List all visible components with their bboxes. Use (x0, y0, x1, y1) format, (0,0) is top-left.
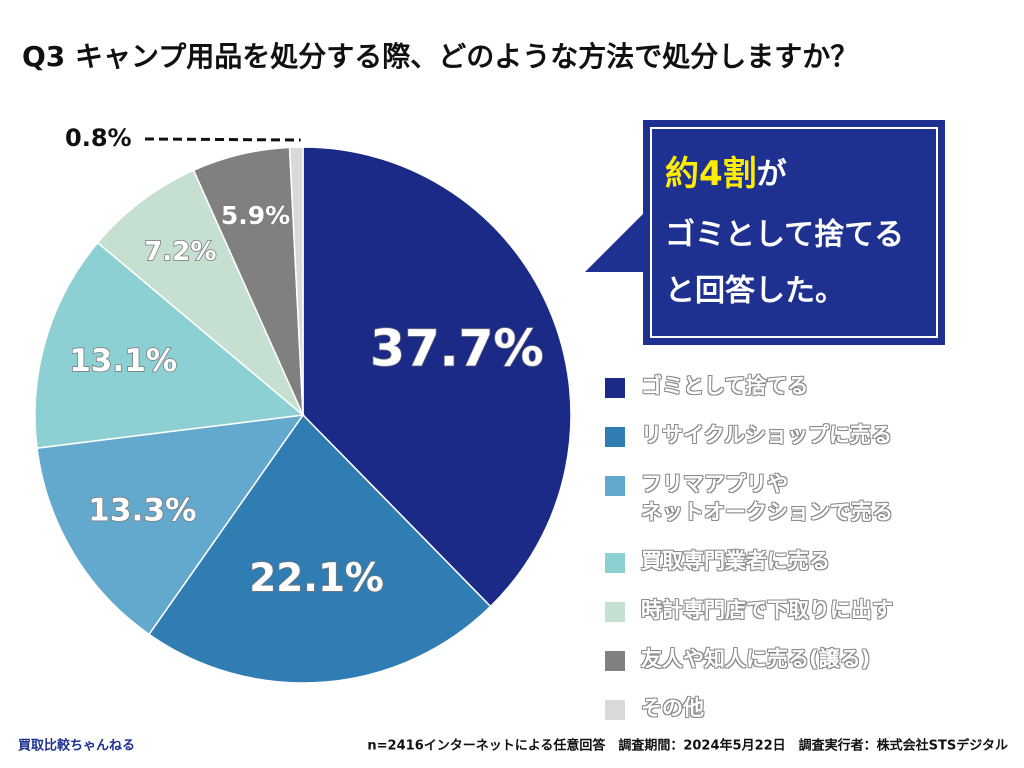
legend-swatch (605, 651, 625, 671)
pie-slice (147, 413, 492, 684)
legend-label: その他 (641, 696, 704, 720)
legend-item: フリマアプリや ネットオークションで売る (605, 470, 1005, 526)
legend-item: リサイクルショップに売る (605, 421, 1005, 449)
legend-swatch (605, 378, 625, 398)
pie-slice (34, 241, 305, 449)
legend-swatch (605, 553, 625, 573)
legend-label: リサイクルショップに売る (641, 423, 892, 447)
pie-slice (36, 414, 305, 636)
legend-item: その他 (605, 694, 1005, 722)
legend: ゴミとして捨てるリサイクルショップに売るフリマアプリや ネットオークションで売る… (605, 372, 1005, 743)
pie-slice (96, 169, 304, 416)
legend-label: 時計専門店で下取りに出す (641, 598, 893, 622)
data-label: 5.9% (221, 201, 290, 230)
callout-border (650, 127, 938, 338)
data-label: 13.1% (69, 343, 177, 379)
callout-line: 約4割が (665, 154, 787, 194)
callout-text: が (757, 157, 787, 192)
callout-line: ゴミとして捨てる (665, 218, 904, 253)
legend-label: 買取専門業者に売る (641, 549, 830, 573)
legend-item: 買取専門業者に売る (605, 547, 1005, 575)
legend-label: フリマアプリや ネットオークションで売る (641, 472, 893, 524)
callout-pointer (585, 212, 645, 272)
callout-line: と回答した。 (665, 274, 845, 309)
pie-slice (302, 146, 572, 608)
callout-highlight: 約4割 (665, 154, 757, 194)
legend-item: ゴミとして捨てる (605, 372, 1005, 400)
legend-swatch (605, 602, 625, 622)
data-label: 37.7% (370, 320, 543, 378)
pie-slice (288, 146, 304, 416)
legend-label: ゴミとして捨てる (641, 374, 809, 398)
legend-item: 時計専門店で下取りに出す (605, 596, 1005, 624)
legend-swatch (605, 427, 625, 447)
legend-label: 友人や知人に売る(譲る) (641, 647, 871, 671)
data-label: 0.8% (65, 124, 132, 152)
footer-note: n=2416インターネットによる任意回答 調査期間：2024年5月22日 調査実… (367, 738, 1008, 754)
legend-swatch (605, 700, 625, 720)
legend-item: 友人や知人に売る(譲る) (605, 645, 1005, 673)
leader-line (144, 137, 301, 142)
data-label: 13.3% (88, 493, 197, 529)
data-label: 7.2% (144, 237, 216, 267)
data-label: 22.1% (249, 556, 384, 601)
callout-box (643, 120, 945, 345)
footer-source: 買取比較ちゃんねる (18, 738, 135, 754)
legend-swatch (605, 476, 625, 496)
chart-title: Q3 キャンプ用品を処分する際、どのような方法で処分しますか？ (22, 40, 858, 73)
